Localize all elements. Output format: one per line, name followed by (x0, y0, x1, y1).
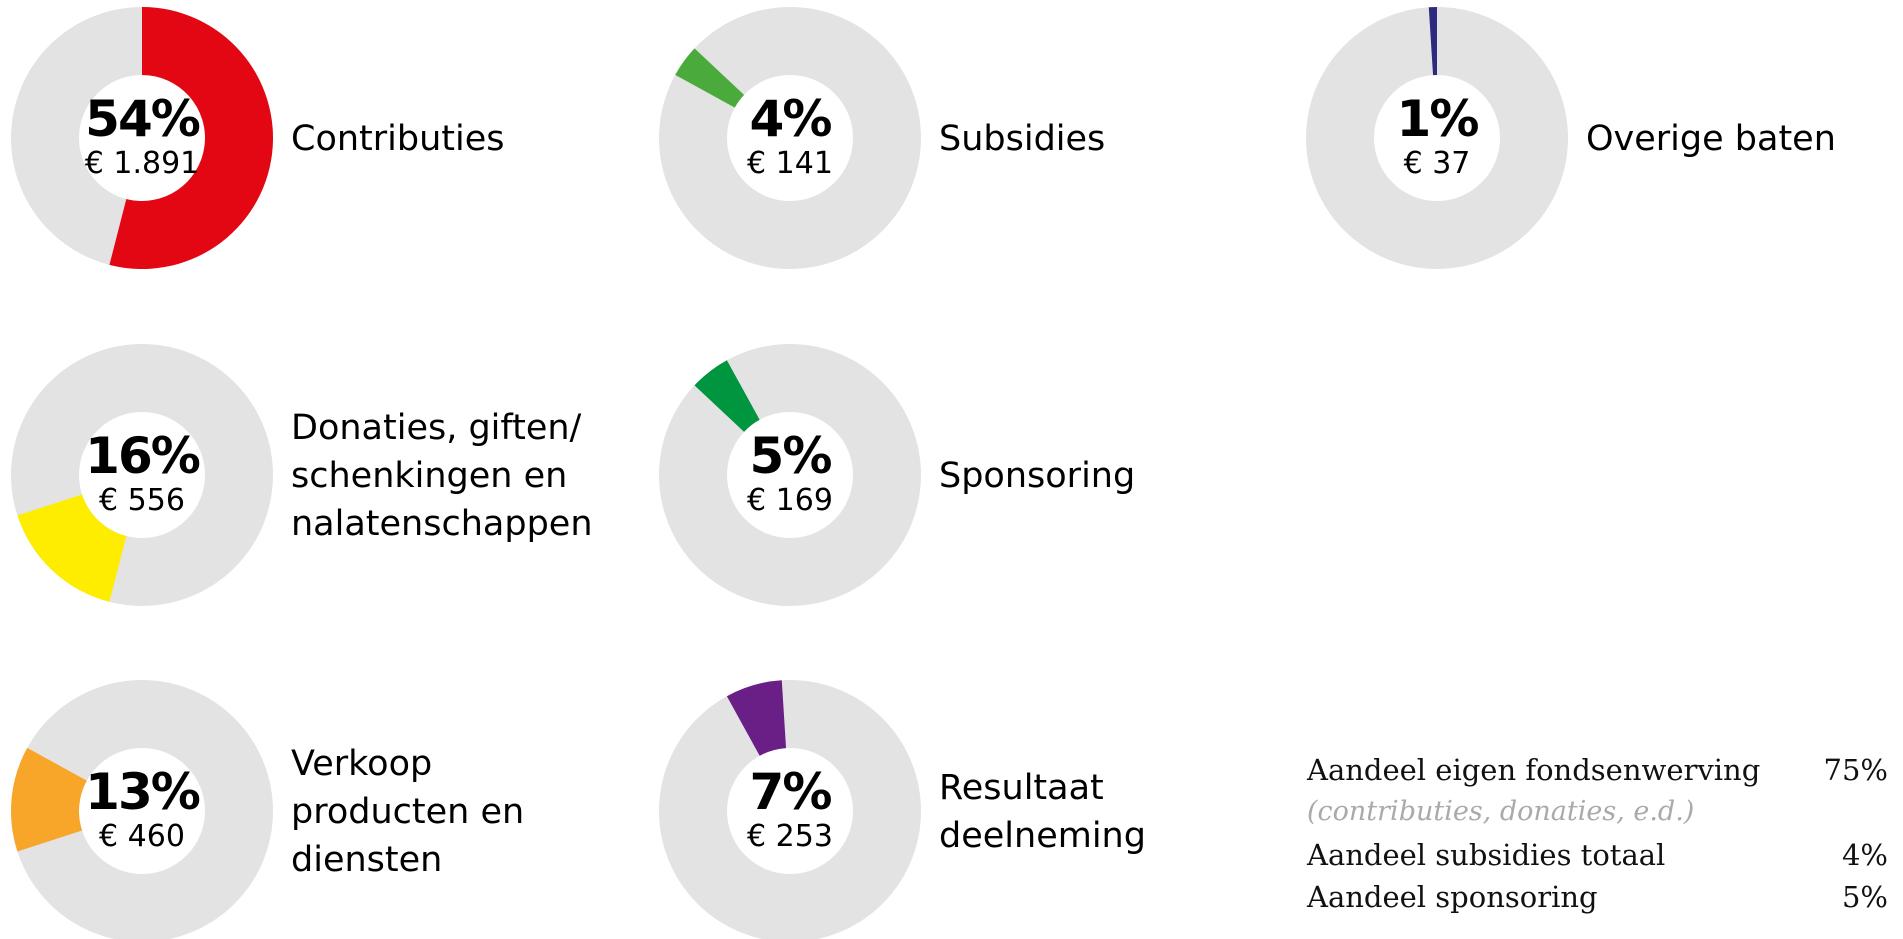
summary-label: Aandeel eigen fondsenwerving (1306, 753, 1760, 787)
percent-label: 13% (85, 763, 200, 821)
summary-note: (contributies, donaties, e.d.) (1307, 796, 1694, 827)
category-label: schenkingen en (291, 456, 567, 496)
donut-segment (694, 360, 760, 432)
donut-track (659, 344, 921, 606)
summary-value: 5% (1842, 880, 1888, 914)
percent-label: 16% (85, 427, 200, 485)
donut-segment (1428, 7, 1437, 76)
donut-track (659, 680, 921, 939)
amount-label: € 169 (747, 483, 833, 518)
amount-label: € 141 (747, 146, 833, 181)
category-label: Contributies (291, 119, 505, 159)
category-label: Resultaat (939, 768, 1104, 808)
category-label: nalatenschappen (291, 504, 593, 544)
donut-track (659, 7, 921, 269)
amount-label: € 253 (747, 819, 833, 854)
category-label: Subsidies (939, 119, 1105, 159)
category-label: producten en (291, 792, 524, 832)
percent-label: 4% (750, 90, 832, 148)
amount-label: € 1.891 (85, 146, 200, 181)
percent-label: 1% (1397, 90, 1479, 148)
percent-label: 5% (750, 427, 832, 485)
summary-label: Aandeel subsidies totaal (1306, 838, 1665, 872)
category-label: Overige baten (1586, 119, 1836, 159)
amount-label: € 460 (99, 819, 185, 854)
donut-segment (17, 494, 127, 602)
category-label: deelneming (939, 816, 1146, 856)
amount-label: € 556 (99, 483, 185, 518)
category-label: diensten (291, 840, 442, 880)
summary-value: 75% (1824, 753, 1888, 787)
donut-segment (675, 48, 745, 108)
percent-label: 54% (85, 90, 200, 148)
donut-segment (11, 747, 87, 852)
donut-segment (109, 7, 273, 269)
category-label: Donaties, giften/ (291, 408, 582, 448)
category-label: Sponsoring (939, 456, 1135, 496)
amount-label: € 37 (1404, 146, 1471, 181)
percent-label: 7% (750, 763, 832, 821)
donut-segment (726, 680, 787, 756)
donut-track (11, 344, 273, 606)
category-label: Verkoop (291, 744, 432, 784)
summary-label: Aandeel sponsoring (1306, 880, 1598, 914)
summary-value: 4% (1842, 838, 1888, 872)
